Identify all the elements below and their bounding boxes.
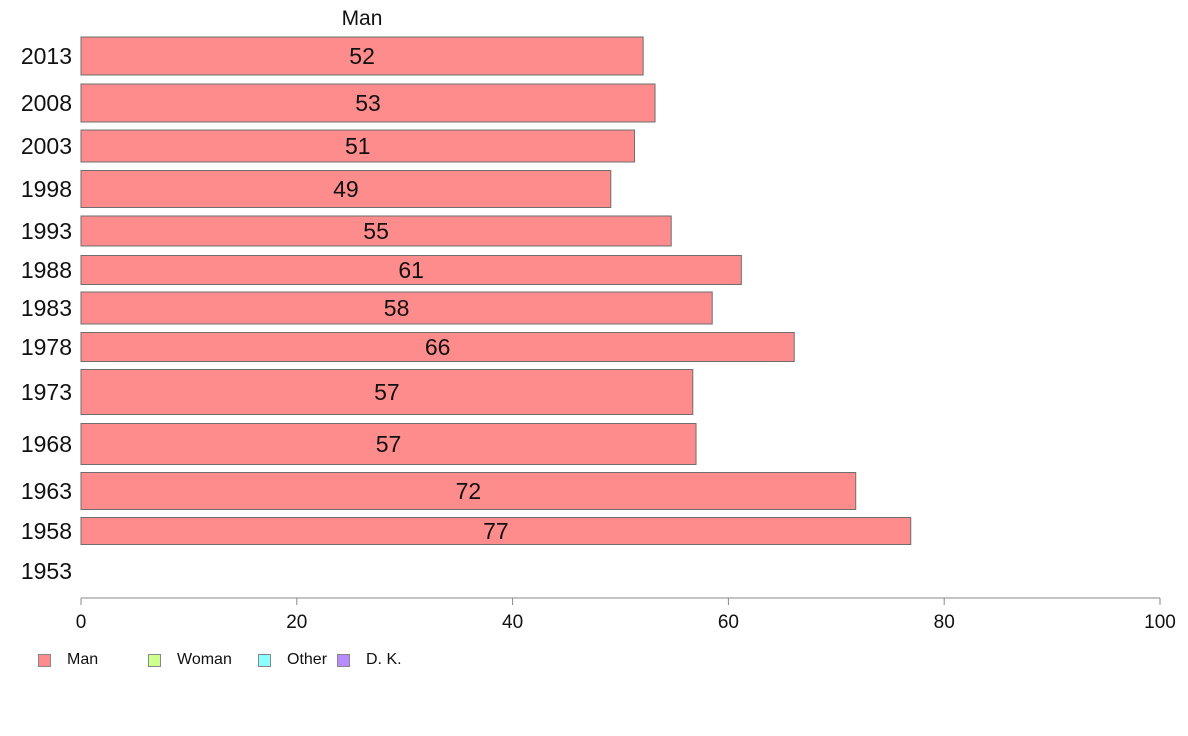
x-axis: 0 20 40 60 80 100 <box>76 597 1176 633</box>
bar <box>80 291 713 325</box>
data-label: 61 <box>398 257 424 283</box>
y-tick-label: 1983 <box>21 295 72 321</box>
legend: Man Woman Other D. K. <box>38 651 402 669</box>
legend-label: Other <box>287 651 328 668</box>
bar <box>80 472 857 510</box>
y-tick-label: 1993 <box>21 218 72 244</box>
bar <box>80 369 694 415</box>
x-tick-label: 0 <box>76 612 87 633</box>
x-tick-label: 40 <box>502 612 523 633</box>
data-label: 49 <box>333 176 359 202</box>
chart-title: Man <box>342 7 383 30</box>
x-tick-label: 80 <box>934 612 955 633</box>
y-tick-label: 2003 <box>21 133 72 159</box>
data-label: 66 <box>425 334 451 360</box>
bar <box>80 170 612 208</box>
legend-swatch <box>337 653 350 667</box>
legend-item: Other <box>258 651 337 669</box>
data-label: 57 <box>374 379 400 405</box>
bar <box>80 36 644 76</box>
y-tick-label: 1958 <box>21 518 72 544</box>
y-tick-label: 1963 <box>21 478 72 504</box>
y-tick-label: 2008 <box>21 90 72 116</box>
data-label: 58 <box>384 295 410 321</box>
y-tick-label: 1973 <box>21 379 72 405</box>
legend-swatch <box>148 653 161 667</box>
bar <box>80 517 912 545</box>
legend-label: D. K. <box>366 651 402 668</box>
bar <box>80 129 636 163</box>
bar <box>80 83 656 123</box>
data-label: 57 <box>376 431 402 457</box>
legend-label: Woman <box>177 651 232 668</box>
data-label: 55 <box>363 218 389 244</box>
y-tick-label: 2013 <box>21 43 72 69</box>
legend-item: D. K. <box>337 651 402 669</box>
y-tick-label: 1998 <box>21 176 72 202</box>
bar <box>80 423 697 465</box>
y-tick-label: 1968 <box>21 431 72 457</box>
legend-item: Man <box>38 651 148 669</box>
y-tick-label: 1978 <box>21 334 72 360</box>
legend-item: Woman <box>148 651 258 669</box>
data-label: 52 <box>349 43 375 69</box>
bar <box>80 215 672 247</box>
data-label: 72 <box>456 478 482 504</box>
bar <box>80 255 742 285</box>
y-tick-label: 1953 <box>21 558 72 584</box>
legend-swatch <box>258 653 271 667</box>
y-tick-labels: 2013 2008 2003 1998 1993 1988 1983 1978 1973 1968… <box>21 43 72 584</box>
data-label: 53 <box>355 90 381 116</box>
data-label: 51 <box>345 133 371 159</box>
legend-swatch <box>38 653 51 667</box>
legend-label: Man <box>67 651 99 668</box>
bar <box>80 332 795 362</box>
x-tick-label: 100 <box>1144 612 1176 633</box>
data-label: 77 <box>483 518 509 544</box>
y-tick-label: 1988 <box>21 257 72 283</box>
x-tick-label: 20 <box>286 612 307 633</box>
x-tick-label: 60 <box>718 612 739 633</box>
